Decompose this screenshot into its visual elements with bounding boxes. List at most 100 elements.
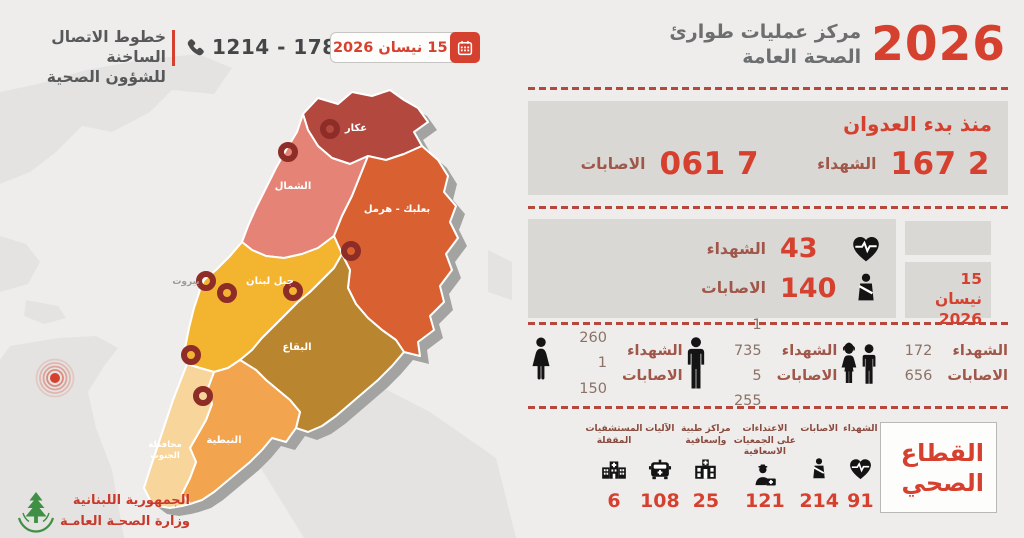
men-injuries-value: 5 255	[733, 368, 762, 410]
hs-martyrs-label: الشهداء	[843, 424, 878, 434]
hs-attacks-on-rescue: الاعتداءات على الجمعيات الاسعافية 121	[732, 424, 798, 512]
side-decor-box	[905, 221, 991, 255]
ambulance-icon	[648, 459, 671, 479]
strike-marker	[283, 281, 303, 301]
daily-martyrs-value: 43	[780, 233, 818, 265]
strike-markers	[181, 119, 361, 406]
hs-injuries-value: 214	[799, 490, 839, 512]
map-label-south-line2: الجنوب	[150, 451, 180, 461]
daily-stats-panel: 43 الشهداء 140 الاصابات	[528, 219, 896, 318]
phone-icon	[187, 39, 204, 56]
heart-pulse-icon	[853, 236, 879, 262]
strike-marker	[341, 241, 361, 261]
ministry-logo-text: الجمهورية اللبنانية وزارة الصحـة العامـة	[60, 491, 190, 533]
dashed-divider	[528, 87, 1008, 90]
daily-date-box: 15 نيسان 2026	[905, 262, 991, 328]
page-title: مركز عمليات طوارئ الصحة العامة 2026	[667, 20, 1006, 69]
demographic-men: 1 735 5 255 الشهداء الاصابات	[683, 313, 838, 415]
hs-vehicles: الآليات 108	[640, 424, 680, 512]
date-badge-text: 15 نيسان 2026	[332, 39, 448, 56]
since-aggression-panel: منذ بدء العدوان 2 167 الشهداء 7 061 الاص…	[528, 101, 1008, 195]
daily-date-line2: 2026	[938, 310, 982, 329]
heart-pulse-icon	[849, 458, 871, 479]
page-title-line2: الصحة العامة	[742, 45, 862, 68]
women-injuries-value: 1 150	[579, 355, 607, 397]
hs-medical-centers-value: 25	[692, 490, 720, 512]
demographic-children: 172 656 الشهداء الاصابات	[837, 339, 1008, 390]
total-martyrs-value: 2 167	[890, 146, 990, 182]
health-sector-title: القطاع الصحي	[900, 438, 984, 497]
women-martyrs-label: الشهداء	[627, 342, 683, 359]
map-label-bekaa: البقاع	[282, 342, 311, 353]
ministry-logo: الجمهورية اللبنانية وزارة الصحـة العامـة	[12, 488, 198, 536]
map-label-north: الشمال	[275, 181, 312, 192]
dashed-divider	[528, 406, 1008, 409]
map-label-mount-lebanon: جبل لبنان	[246, 276, 294, 287]
strike-marker	[181, 345, 201, 365]
men-labels: الشهداء الاصابات	[777, 339, 838, 390]
hs-martyrs-value: 91	[847, 490, 874, 512]
injured-person-icon	[813, 457, 825, 478]
daily-injuries-row: 140 الاصابات	[542, 272, 882, 304]
hotline-numbers[interactable]: 1214 - 1787	[212, 35, 352, 59]
ministry-logo-line1: الجمهورية اللبنانية	[72, 493, 191, 509]
daily-date-line1: 15 نيسان	[935, 270, 982, 309]
hotline-label-line2: للشؤون الصحية	[46, 68, 166, 87]
map-label-baalbek-hermel: بعلبك - هرمل	[364, 204, 430, 215]
hs-injuries-label: الاصابات	[800, 424, 838, 434]
daily-martyrs-row: 43 الشهداء	[542, 233, 882, 265]
woman-icon	[532, 337, 550, 380]
hotline-divider	[172, 30, 175, 66]
injured-person-icon	[858, 273, 874, 301]
women-labels: الشهداء الاصابات	[622, 339, 683, 390]
medical-center-icon	[695, 459, 717, 479]
hotline-label: خطوط الاتصال الساخنة للشؤون الصحية	[18, 27, 166, 87]
pulse-location-marker	[35, 358, 75, 398]
children-values: 172 656	[894, 339, 933, 390]
hotline-label-line1: خطوط الاتصال الساخنة	[51, 28, 166, 67]
man-icon	[687, 337, 704, 389]
hs-attacks-value: 121	[745, 490, 785, 512]
hs-closed-hospitals-value: 6	[607, 490, 621, 512]
children-icon	[841, 342, 876, 384]
paramedic-icon	[755, 463, 776, 486]
hs-injuries: الاصابات 214	[798, 424, 841, 512]
map-label-south-line1: محافظة	[148, 440, 182, 450]
hs-vehicles-label: الآليات	[645, 424, 675, 434]
page-title-text: مركز عمليات طوارئ الصحة العامة	[669, 20, 861, 69]
date-badge: 15 نيسان 2026	[330, 32, 480, 63]
children-labels: الشهداء الاصابات	[947, 339, 1008, 390]
hs-attacks-label: الاعتداءات على الجمعيات الاسعافية	[733, 424, 796, 458]
strike-marker	[193, 386, 213, 406]
strike-marker	[278, 142, 298, 162]
children-martyrs-value: 172	[904, 342, 933, 359]
page-title-line1: مركز عمليات طوارئ	[669, 21, 862, 43]
hs-martyrs: الشهداء 91	[841, 424, 880, 512]
women-values: 260 1 150	[567, 326, 607, 402]
since-aggression-title: منذ بدء العدوان	[843, 112, 992, 136]
children-injuries-label: الاصابات	[947, 368, 1008, 384]
women-injuries-label: الاصابات	[621, 368, 683, 384]
hospital-icon	[602, 461, 626, 479]
strike-marker	[196, 271, 216, 291]
ministry-logo-line2: وزارة الصحـة العامـة	[60, 514, 191, 529]
dashed-divider	[528, 206, 1008, 209]
total-injuries-label: الاصابات	[580, 155, 646, 173]
hs-medical-centers-label: مراكز طبية وإسعافية	[681, 424, 731, 446]
demographic-women: 260 1 150 الشهداء الاصابات	[528, 326, 683, 402]
health-sector-row: الشهداء 91 الاصابات 214 الاعتداءات على ا…	[585, 424, 880, 512]
map-label-akkar: عكار	[344, 123, 367, 134]
hs-closed-hospitals: المستشفيات المقفلة 6	[585, 424, 642, 512]
strike-marker	[217, 283, 237, 303]
year-heading: 2026	[871, 17, 1006, 73]
men-injuries-label: الاصابات	[776, 368, 838, 384]
men-martyrs-value: 1 735	[733, 317, 762, 359]
lebanon-map: عكار الشمال بعلبك - هرمل جبل لبنان بيروت…	[143, 89, 467, 516]
men-values: 1 735 5 255	[722, 313, 762, 415]
women-martyrs-value: 260	[579, 329, 607, 346]
since-aggression-stats: 2 167 الشهداء 7 061 الاصابات	[544, 146, 992, 182]
calendar-icon	[449, 32, 480, 63]
dashed-divider	[528, 322, 1008, 325]
map-label-beirut: بيروت	[172, 277, 199, 287]
